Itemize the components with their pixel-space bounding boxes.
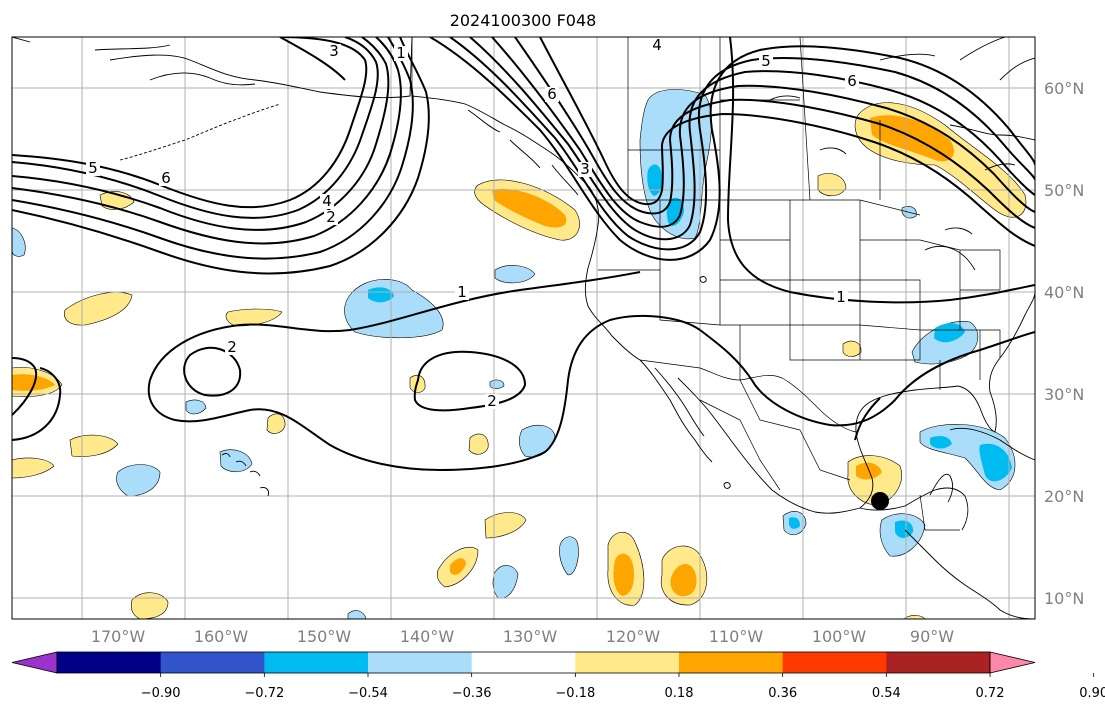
latitude-label: 10°N [1044,589,1084,608]
colorbar-tick-label: 0.90 [1079,686,1105,701]
contour-label-halo [86,161,100,176]
contour-label: 1 [457,283,467,301]
longitude-label: 160°W [194,627,249,646]
latitude-label: 40°N [1044,283,1084,302]
latitude-label: 20°N [1044,487,1084,506]
contour-label-halo [834,290,848,305]
anomaly-pos-canada-core [870,115,955,162]
colorbar-swatch [160,652,265,673]
shaded-anomaly-fields [12,89,1027,619]
contour-label: 2 [487,392,497,410]
storm-center-dot [871,492,889,510]
colorbar-tick-labels: −0.90 −0.72 −0.54 −0.36 −0.18 0.18 0.36 0.54 0.7… [141,686,1105,701]
map-title: 2024100300 F048 [450,11,597,30]
colorbar-swatch [679,652,784,673]
colorbar-swatch [264,652,369,673]
contour-label: 1 [396,44,406,62]
colorbar-tick-label: 0.18 [665,686,694,701]
anomaly-neg-rockies-core [647,164,663,196]
contour-label-halo [578,162,592,177]
colorbar-tick-label: −0.90 [141,686,181,701]
contour-label: 3 [329,42,339,60]
colorbar-tick-label: −0.54 [348,686,388,701]
longitude-label: 170°W [91,627,146,646]
contour-label-halo [650,38,664,53]
longitude-label: 130°W [503,627,558,646]
contour-label-halo [485,394,499,409]
contour-label: 4 [652,36,662,54]
longitude-label: 90°W [910,627,954,646]
latitude-labels: 60°N 50°N 40°N 30°N 20°N 10°N [1044,79,1084,608]
political-boundaries [411,37,1001,531]
colorbar [11,651,1095,677]
contour-label: 5 [761,52,771,70]
colorbar-extend-high [989,651,1036,674]
contour-label-halo [545,87,559,102]
latitude-label: 50°N [1044,181,1084,200]
contour-label-halo [159,171,173,186]
contour-label-halo [455,285,469,300]
longitude-label: 120°W [606,627,661,646]
colorbar-swatch [368,652,473,673]
map-frame [11,36,1036,620]
contour-label-halo [394,46,408,61]
latitude-label: 30°N [1044,385,1084,404]
contour-label: 1 [836,288,846,306]
colorbar-tick-label: −0.36 [452,686,492,701]
contour-label-halo [327,44,341,59]
anomaly-pos-north-pacific-core [492,188,567,228]
contour-label: 6 [547,85,557,103]
colorbar-tick-label: 0.54 [872,686,901,701]
contour-label: 6 [161,169,171,187]
colorbar-swatch [575,652,680,673]
contour-label-halo [845,74,859,89]
latitude-label: 60°N [1044,79,1084,98]
colorbar-swatch [57,652,162,673]
contour-label-halo [759,54,773,69]
colorbar-swatch [471,652,576,673]
contour-label-halo [320,194,334,209]
colorbar-tick-label: 0.36 [768,686,797,701]
contour-label: 2 [227,338,237,356]
graticule [12,37,1035,619]
anomaly-pos-west-pacific-core [12,374,55,391]
contour-label: 6 [847,72,857,90]
contour-label: 4 [322,192,332,210]
longitude-label: 140°W [400,627,455,646]
colorbar-tick-label: −0.18 [555,686,595,701]
colorbar-swatch [782,652,887,673]
longitude-label: 100°W [812,627,867,646]
contour-label: 2 [326,208,336,226]
colorbar-outline [56,651,991,674]
contour-label-halo [225,340,239,355]
colorbar-tick-label: −0.72 [244,686,284,701]
coastlines [12,37,1035,619]
contour-label: 3 [580,160,590,178]
colorbar-extend-low [11,651,58,674]
longitude-label: 110°W [709,627,764,646]
longitude-labels: 170°W 160°W 150°W 140°W 130°W 120°W 110°W 100°W… [91,627,954,646]
colorbar-tick-label: 0.72 [976,686,1005,701]
contour-label: 5 [88,159,98,177]
colorbar-swatch [886,652,991,673]
contour-label-halo [324,210,338,225]
longitude-label: 150°W [297,627,352,646]
